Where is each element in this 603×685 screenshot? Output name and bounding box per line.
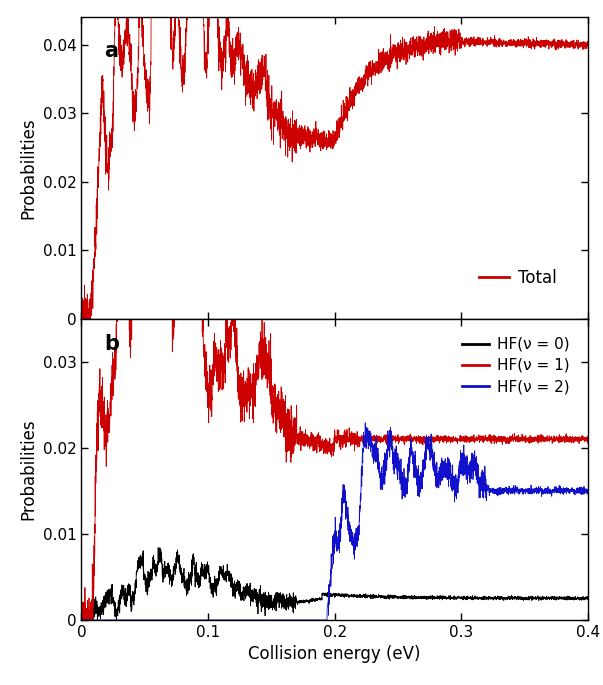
Y-axis label: Probabilities: Probabilities xyxy=(19,117,37,219)
Legend: HF(ν = 0), HF(ν = 1), HF(ν = 2): HF(ν = 0), HF(ν = 1), HF(ν = 2) xyxy=(456,331,576,400)
Text: a: a xyxy=(104,41,118,61)
Legend: Total: Total xyxy=(473,262,563,294)
Y-axis label: Probabilities: Probabilities xyxy=(19,419,37,520)
X-axis label: Collision energy (eV): Collision energy (eV) xyxy=(248,645,421,663)
Text: b: b xyxy=(104,334,119,353)
